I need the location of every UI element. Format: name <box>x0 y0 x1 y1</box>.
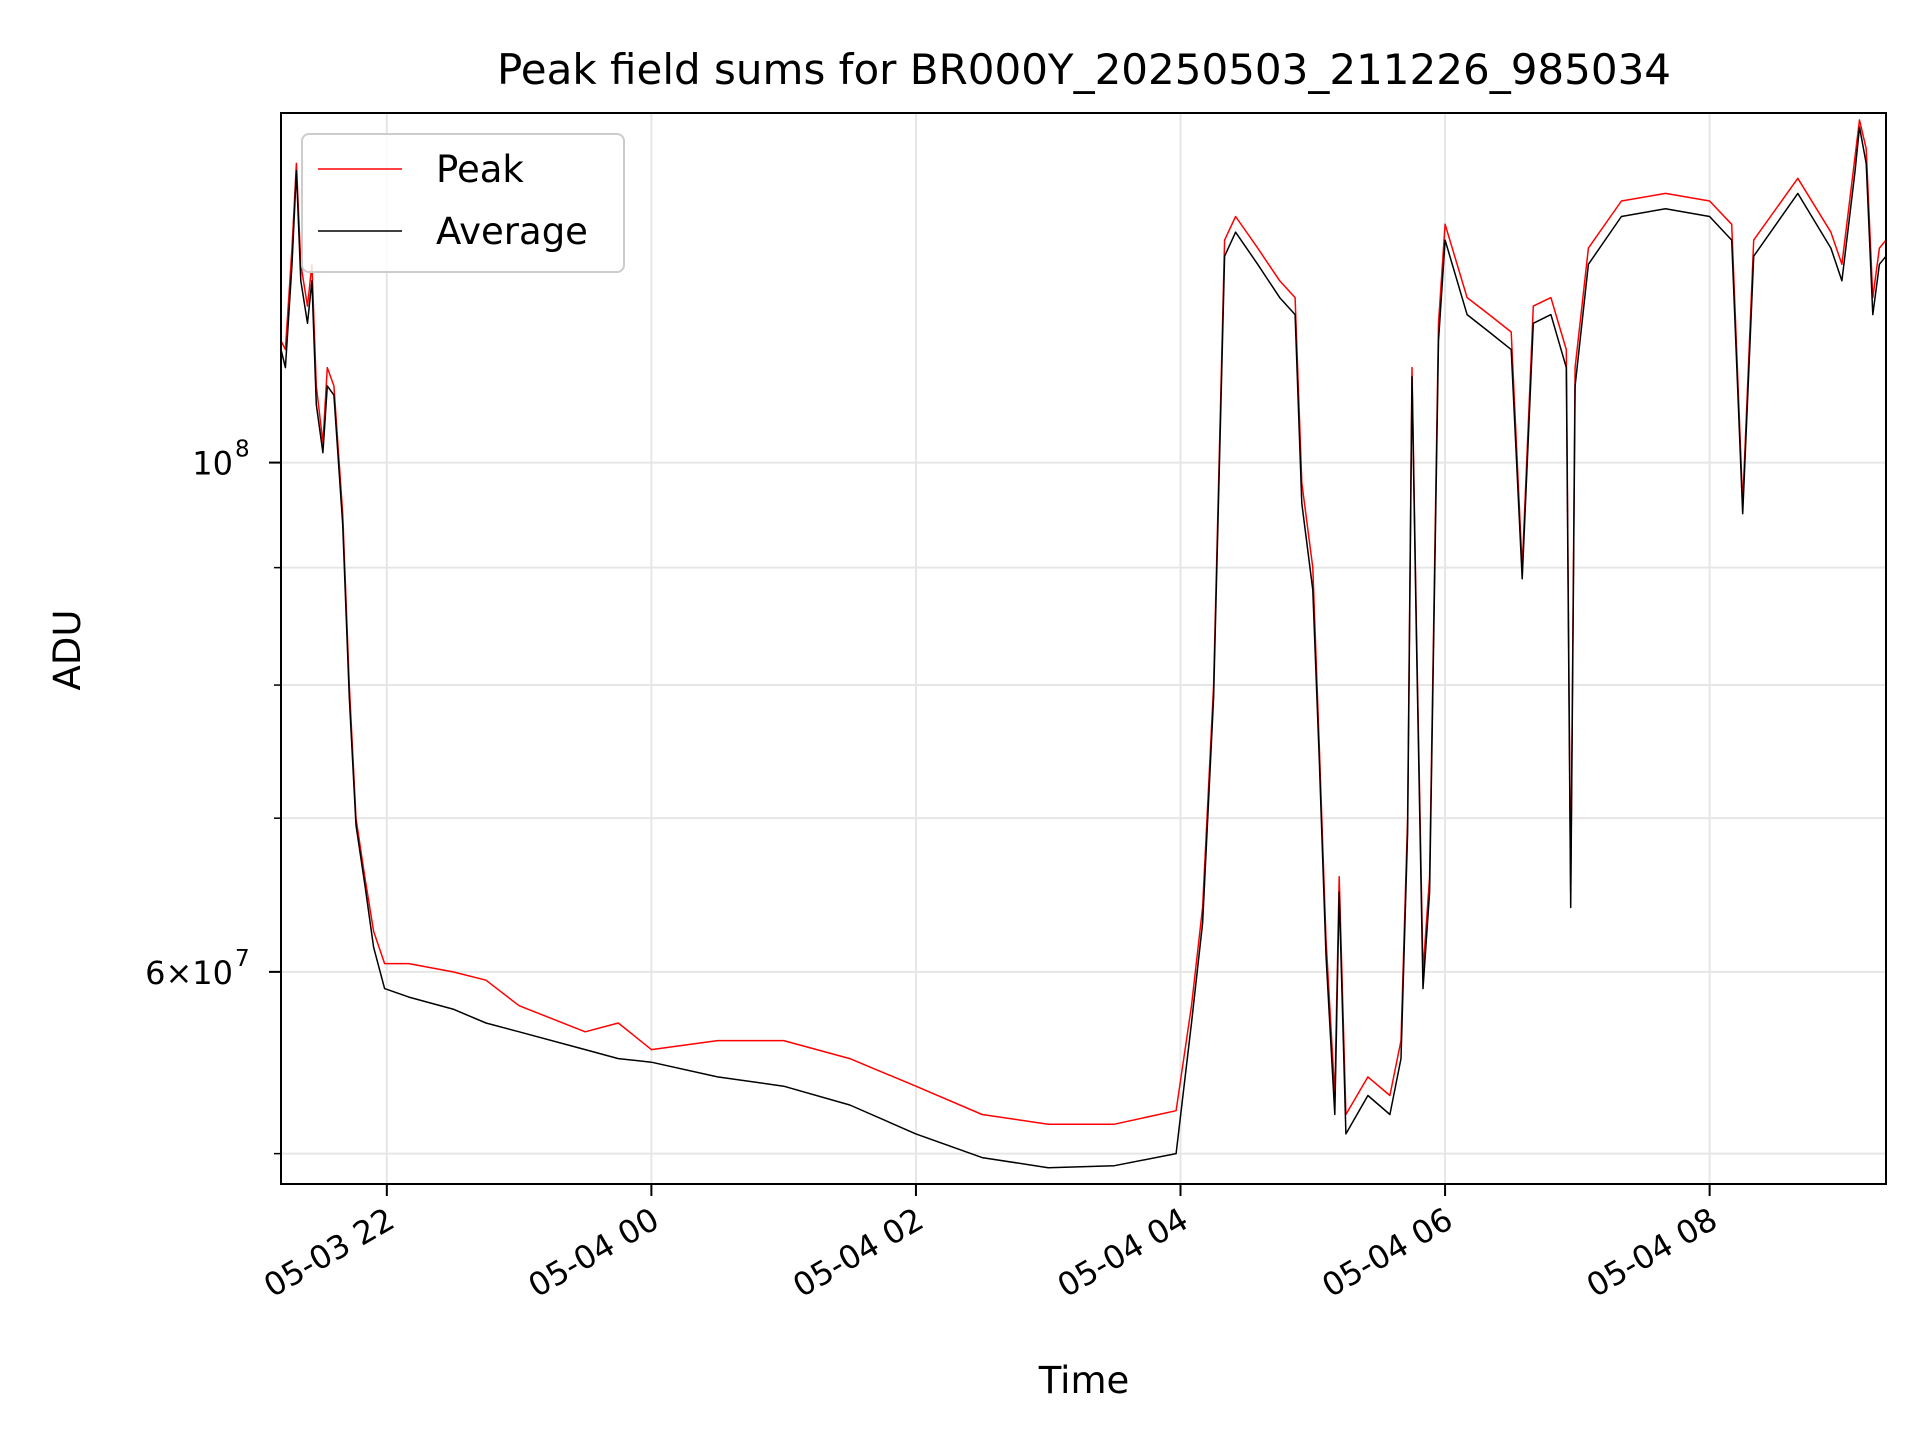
y-tick-label-exponent: 8 <box>235 437 250 463</box>
legend-label-peak: Peak <box>436 148 524 191</box>
y-tick-label: 10 8 <box>192 437 249 483</box>
y-tick-label: 6×10 7 <box>145 946 250 992</box>
y-tick-label-exponent: 7 <box>235 946 250 972</box>
legend-label-average: Average <box>436 210 588 253</box>
plot-frame <box>280 112 1887 1185</box>
y-tick-label-base: 6×10 <box>145 954 233 992</box>
y-axis: 10 8 6×10 7 <box>145 437 281 1155</box>
series-group <box>280 119 1887 1169</box>
y-axis-label: ADU <box>46 610 89 691</box>
grid <box>281 113 1886 1184</box>
chart-title: Peak field sums for BR000Y_20250503_2112… <box>497 45 1671 94</box>
x-axis-label: Time <box>1038 1359 1130 1402</box>
series-line-peak <box>280 119 1887 1125</box>
y-tick-label-base: 10 <box>192 445 233 483</box>
legend: Peak Average <box>301 133 625 273</box>
series-line-average <box>280 126 1887 1169</box>
